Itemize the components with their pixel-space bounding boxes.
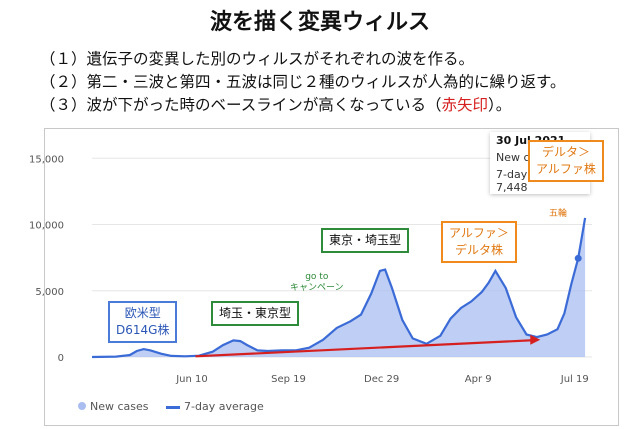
y-tick-label: 10,000 <box>29 221 64 232</box>
baseline-arrow <box>195 339 533 358</box>
olympics-label: 五輪 <box>549 209 568 219</box>
line-3-pre: （３）波が下がった時のベースラインが高くなっている（ <box>40 96 442 114</box>
seven-day-average-line <box>91 217 587 359</box>
description-line-2: （２）第二・三波と第四・五波は同じ２種のウィルスが人為的に繰り返す。 <box>40 73 566 91</box>
euro-strain-line-2: D614G株 <box>116 323 170 337</box>
description-line-3: （３）波が下がった時のベースラインが高くなっている（赤矢印）。 <box>40 94 565 117</box>
x-tick-label: Jun 10 <box>175 374 208 385</box>
delta-alpha-line-1: デルタ＞ <box>541 145 590 159</box>
delta-alpha-label: デルタ＞ アルファ株 <box>528 140 604 182</box>
goto-line-1: go to <box>305 272 329 282</box>
euro-strain-line-1: 欧米型 <box>124 306 161 320</box>
goto-line-2: キャンペーン <box>290 283 344 293</box>
y-tick-label: 5,000 <box>35 287 64 298</box>
legend-avg-text: 7-day average <box>184 400 264 413</box>
tooltip-new-cases: New c <box>496 151 530 164</box>
tokyo-saitama-label: 東京・埼玉型 <box>321 228 410 253</box>
goto-campaign-label: go to キャンペーン <box>290 272 344 294</box>
x-tick-label: Dec 29 <box>364 374 399 385</box>
legend-new-cases: New cases <box>78 400 149 413</box>
alpha-delta-label: アルファ＞ デルタ株 <box>441 221 517 263</box>
line-3-red: 赤矢印 <box>441 96 488 114</box>
highlight-point <box>574 254 582 262</box>
saitama-tokyo-label: 埼玉・東京型 <box>211 301 300 326</box>
euro-strain-label: 欧米型 D614G株 <box>108 301 178 343</box>
delta-alpha-line-2: アルファ株 <box>536 162 596 176</box>
legend-new-cases-text: New cases <box>90 400 149 413</box>
y-tick-label: 0 <box>58 353 64 364</box>
description-line-1: （１）遺伝子の変異した別のウィルスがそれぞれの波を作る。 <box>40 50 475 68</box>
x-tick-label: Jul 19 <box>560 374 589 385</box>
line-3-post: ）。 <box>487 96 512 114</box>
description-lines: （１）遺伝子の変異した別のウィルスがそれぞれの波を作る。 （２）第二・三波と第四… <box>40 48 565 117</box>
alpha-delta-line-2: デルタ株 <box>454 243 503 257</box>
legend-avg: 7-day average <box>166 400 264 413</box>
chart-legend: New cases 7-day average <box>78 400 278 413</box>
baseline-arrow-head <box>530 334 541 345</box>
new-cases-area <box>92 217 586 357</box>
x-tick-label: Apr 9 <box>465 374 492 385</box>
legend-line-icon <box>166 405 181 409</box>
y-tick-label: 15,000 <box>29 154 64 165</box>
alpha-delta-line-1: アルファ＞ <box>449 226 509 240</box>
x-tick-label: Sep 19 <box>271 374 306 385</box>
page-title: 波を描く変異ウィルス <box>209 10 430 35</box>
legend-dot-icon <box>78 402 86 410</box>
